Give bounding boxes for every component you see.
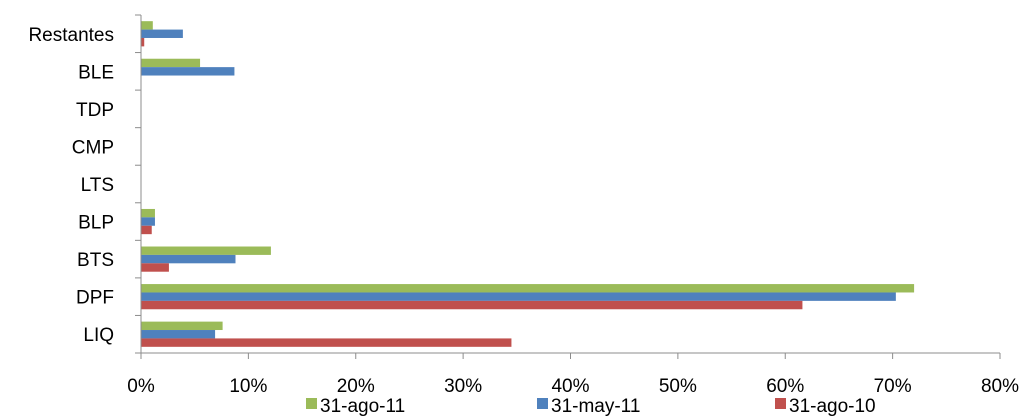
- x-tick-labels: 0% 10% 20% 30% 40% 50% 60% 70% 80%: [127, 376, 1019, 397]
- y-tick-label: LIQ: [83, 325, 114, 346]
- axes-group: [135, 14, 1001, 359]
- legend-label: 31-ago-11: [320, 396, 405, 417]
- y-tick-labels: LIQ DPF BTS BLP LTS CMP TDP BLE Restantes: [28, 25, 114, 346]
- bar-liq-31-may-11: [141, 330, 216, 339]
- bar-dpf-31-ago-11: [141, 284, 915, 293]
- y-tick-label: LTS: [81, 175, 114, 196]
- y-tick-label: TDP: [76, 100, 114, 121]
- y-tick-label: DPF: [76, 288, 114, 309]
- legend-label: 31-may-11: [551, 396, 640, 417]
- bar-restantes-31-may-11: [141, 29, 183, 38]
- bar-ble-31-ago-11: [141, 58, 201, 68]
- bar-blp-31-ago-11: [141, 208, 155, 218]
- y-tick-label: BLE: [78, 62, 114, 83]
- x-tick-label: 70%: [874, 376, 912, 397]
- y-tick-label: BTS: [77, 250, 114, 271]
- x-tick-label: 30%: [444, 376, 482, 397]
- legend-swatch: [306, 398, 317, 409]
- bar-restantes-31-ago-11: [141, 21, 153, 30]
- bar-bts-31-ago-10: [141, 263, 169, 272]
- y-tick-label: CMP: [72, 137, 114, 158]
- legend-swatch: [537, 398, 548, 409]
- y-tick-label: BLP: [78, 213, 114, 234]
- bar-restantes-31-ago-10: [141, 37, 145, 47]
- x-tick-label: 10%: [229, 376, 267, 397]
- legend-label: 31-ago-10: [789, 396, 876, 417]
- bar-blp-31-may-11: [141, 217, 155, 226]
- x-tick-label: 20%: [337, 376, 375, 397]
- legend: 31-ago-11 31-may-11 31-ago-10: [306, 396, 876, 417]
- x-tick-label: 0%: [127, 376, 155, 397]
- bar-dpf-31-ago-10: [141, 300, 803, 310]
- bar-ble-31-may-11: [141, 67, 235, 76]
- bar-bts-31-may-11: [141, 254, 236, 264]
- bars-group: [141, 21, 915, 347]
- x-tick-label: 40%: [551, 376, 589, 397]
- bar-liq-31-ago-11: [141, 321, 223, 331]
- legend-swatch: [775, 398, 786, 409]
- bar-dpf-31-may-11: [141, 292, 896, 301]
- x-tick-label: 50%: [659, 376, 697, 397]
- bar-bts-31-ago-11: [141, 246, 271, 255]
- x-tick-label: 60%: [766, 376, 804, 397]
- bar-liq-31-ago-10: [141, 338, 512, 347]
- x-tick-label: 80%: [981, 376, 1019, 397]
- bar-blp-31-ago-10: [141, 225, 152, 235]
- y-tick-label: Restantes: [28, 25, 114, 46]
